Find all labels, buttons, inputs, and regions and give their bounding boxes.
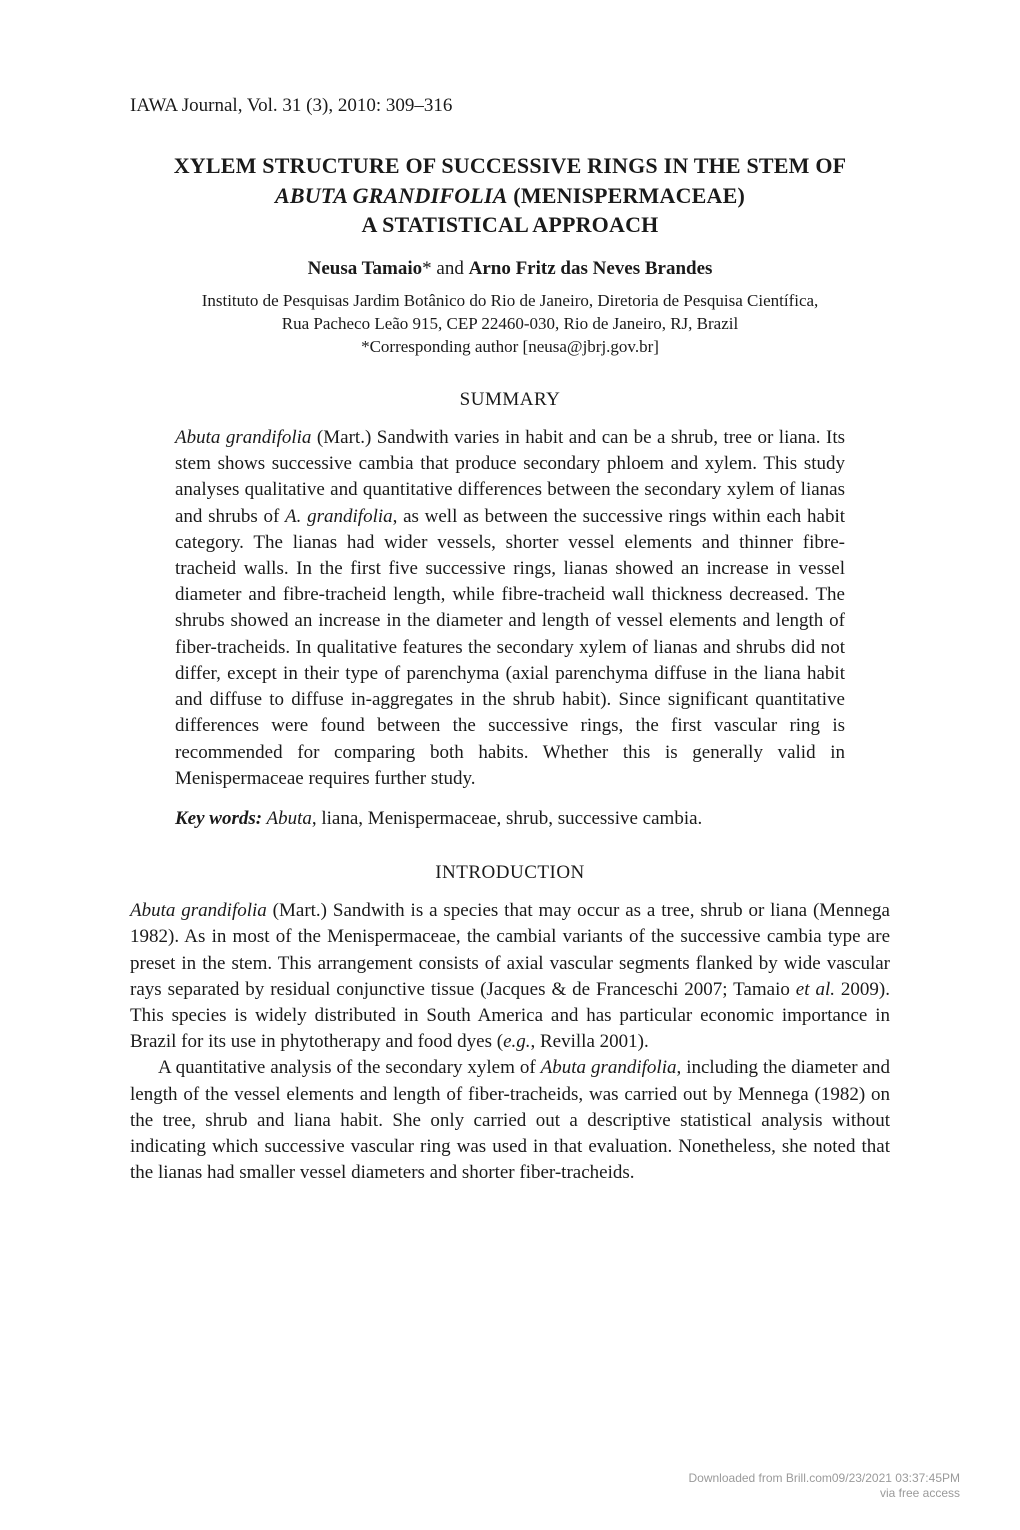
page: IAWA Journal, Vol. 31 (3), 2010: 309–316… bbox=[0, 0, 1020, 1530]
author-sup: * bbox=[422, 258, 432, 279]
download-footer: Downloaded from Brill.com09/23/2021 03:3… bbox=[689, 1471, 961, 1502]
article-title: XYLEM STRUCTURE OF SUCCESSIVE RINGS IN T… bbox=[160, 151, 860, 240]
intro-p1-text-c: , Revilla 2001). bbox=[531, 1031, 649, 1052]
affil-line-3: *Corresponding author [neusa@jbrj.gov.br… bbox=[361, 337, 659, 356]
title-species: ABUTA GRANDIFOLIA bbox=[275, 183, 508, 208]
abstract-lead-species: Abuta grandifolia bbox=[175, 427, 311, 448]
footer-line-1: Downloaded from Brill.com09/23/2021 03:3… bbox=[689, 1471, 961, 1485]
intro-p1-species: Abuta grandifolia bbox=[130, 900, 267, 921]
introduction-body: Abuta grandifolia (Mart.) Sandwith is a … bbox=[130, 898, 890, 1186]
author-2: Arno Fritz das Neves Brandes bbox=[469, 258, 713, 279]
authors: Neusa Tamaio* and Arno Fritz das Neves B… bbox=[130, 258, 890, 280]
intro-p1-eg: e.g. bbox=[503, 1031, 530, 1052]
title-line-1: XYLEM STRUCTURE OF SUCCESSIVE RINGS IN T… bbox=[174, 153, 847, 178]
intro-p1: Abuta grandifolia (Mart.) Sandwith is a … bbox=[130, 898, 890, 1055]
abstract-paragraph: Abuta grandifolia (Mart.) Sandwith varie… bbox=[175, 425, 845, 792]
keywords-label: Key words: bbox=[175, 808, 262, 829]
title-line-2-rest: (MENISPERMACEAE) bbox=[508, 183, 745, 208]
running-head: IAWA Journal, Vol. 31 (3), 2010: 309–316 bbox=[130, 95, 890, 117]
author-and: and bbox=[432, 258, 469, 279]
title-line-3: A STATISTICAL APPROACH bbox=[362, 212, 659, 237]
abstract: Abuta grandifolia (Mart.) Sandwith varie… bbox=[175, 425, 845, 792]
introduction-heading: INTRODUCTION bbox=[130, 862, 890, 884]
intro-p2-text-a: A quantitative analysis of the secondary… bbox=[158, 1057, 541, 1078]
author-1: Neusa Tamaio bbox=[308, 258, 423, 279]
intro-p1-etal: et al. bbox=[796, 979, 835, 1000]
keywords-list: , liana, Menispermaceae, shrub, successi… bbox=[312, 808, 702, 829]
keywords-genus: Abuta bbox=[262, 808, 312, 829]
intro-p2-species: Abuta grandifolia bbox=[541, 1057, 677, 1078]
affiliation: Instituto de Pesquisas Jardim Botânico d… bbox=[130, 290, 890, 359]
affil-line-2: Rua Pacheco Leão 915, CEP 22460-030, Rio… bbox=[282, 314, 738, 333]
keywords: Key words: Abuta, liana, Menispermaceae,… bbox=[175, 806, 845, 832]
abstract-species-abbrev: A. grandifolia bbox=[285, 506, 393, 527]
summary-heading: SUMMARY bbox=[130, 389, 890, 411]
abstract-text-b: , as well as between the successive ring… bbox=[175, 506, 845, 789]
footer-line-2: via free access bbox=[880, 1486, 960, 1500]
intro-p2: A quantitative analysis of the secondary… bbox=[130, 1055, 890, 1186]
affil-line-1: Instituto de Pesquisas Jardim Botânico d… bbox=[202, 291, 819, 310]
